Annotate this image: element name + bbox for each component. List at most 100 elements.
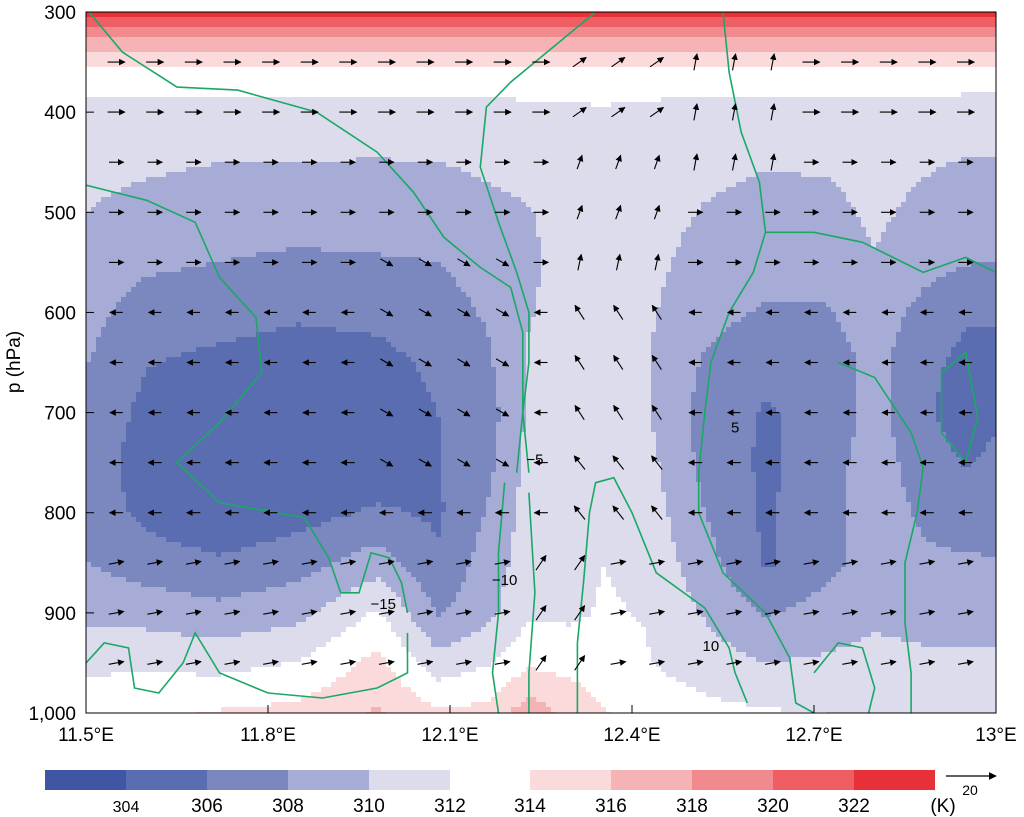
heatmap-cell [746,97,752,103]
heatmap-cell [971,112,977,118]
heatmap-cell [421,97,427,103]
heatmap-cell [631,32,637,38]
heatmap-cell [446,42,452,48]
heatmap-cell [616,137,622,143]
heatmap-cell [756,77,762,83]
heatmap-cell [941,97,947,103]
heatmap-cell [411,142,417,148]
heatmap-cell [116,42,122,48]
heatmap-cell [531,82,537,88]
heatmap-cell [206,137,212,143]
heatmap-cell [966,62,972,68]
heatmap-cell [721,122,727,128]
heatmap-cell [136,77,142,83]
heatmap-cell [246,42,252,48]
heatmap-cell [291,97,297,103]
heatmap-cell [586,17,592,23]
heatmap-cell [171,102,177,108]
heatmap-cell [381,122,387,128]
heatmap-cell [161,122,167,128]
heatmap-cell [831,137,837,143]
heatmap-cell [226,12,232,18]
heatmap-cell [771,92,777,98]
heatmap-cell [236,112,242,118]
heatmap-cell [561,12,567,18]
heatmap-cell [206,72,212,78]
heatmap-cell [471,47,477,53]
heatmap-cell [781,42,787,48]
heatmap-cell [216,107,222,113]
heatmap-cell [986,127,992,133]
heatmap-cell [271,87,277,93]
heatmap-cell [161,47,167,53]
heatmap-cell [391,117,397,123]
heatmap-cell [376,32,382,38]
heatmap-cell [466,12,472,18]
heatmap-cell [626,87,632,93]
heatmap-cell [526,112,532,118]
heatmap-cell [871,87,877,93]
heatmap-cell [516,57,522,63]
heatmap-cell [821,87,827,93]
heatmap-cell [816,102,822,108]
heatmap-cell [961,97,967,103]
heatmap-cell [296,32,302,38]
heatmap-cell [126,92,132,98]
heatmap-cell [501,112,507,118]
heatmap-cell [301,122,307,128]
heatmap-cell [581,92,587,98]
heatmap-cell [956,102,962,108]
heatmap-cell [471,117,477,123]
heatmap-cell [811,32,817,38]
heatmap-cell [546,42,552,48]
heatmap-cell [871,22,877,28]
heatmap-cell [286,12,292,18]
heatmap-cell [406,17,412,23]
heatmap-cell [556,132,562,138]
heatmap-cell [651,52,657,58]
heatmap-cell [971,42,977,48]
heatmap-cell [91,102,97,108]
heatmap-cell [416,62,422,68]
heatmap-cell [821,122,827,128]
heatmap-cell [606,22,612,28]
heatmap-cell [611,82,617,88]
heatmap-cell [841,132,847,138]
heatmap-cell [866,92,872,98]
heatmap-cell [926,137,932,143]
heatmap-cell [341,32,347,38]
heatmap-cell [871,67,877,73]
heatmap-cell [691,87,697,93]
heatmap-cell [151,142,157,148]
heatmap-cell [611,47,617,53]
heatmap-cell [441,102,447,108]
heatmap-cell [391,17,397,23]
heatmap-cell [676,112,682,118]
heatmap-cell [866,12,872,18]
heatmap-cell [706,77,712,83]
heatmap-cell [286,147,292,153]
heatmap-cell [431,67,437,73]
heatmap-cell [691,142,697,148]
heatmap-cell [231,92,237,98]
heatmap-cell [641,107,647,113]
heatmap-cell [136,22,142,28]
heatmap-cell [656,52,662,58]
heatmap-cell [361,147,367,153]
heatmap-cell [286,77,292,83]
heatmap-cell [841,102,847,108]
heatmap-cell [901,117,907,123]
heatmap-cell [221,92,227,98]
heatmap-cell [966,37,972,43]
heatmap-cell [921,47,927,53]
heatmap-cell [456,32,462,38]
heatmap-cell [641,67,647,73]
heatmap-cell [821,137,827,143]
heatmap-cell [691,97,697,103]
heatmap-cell [371,57,377,63]
heatmap-cell [761,97,767,103]
heatmap-cell [686,137,692,143]
heatmap-cell [731,127,737,133]
heatmap-cell [301,52,307,58]
heatmap-cell [456,12,462,18]
